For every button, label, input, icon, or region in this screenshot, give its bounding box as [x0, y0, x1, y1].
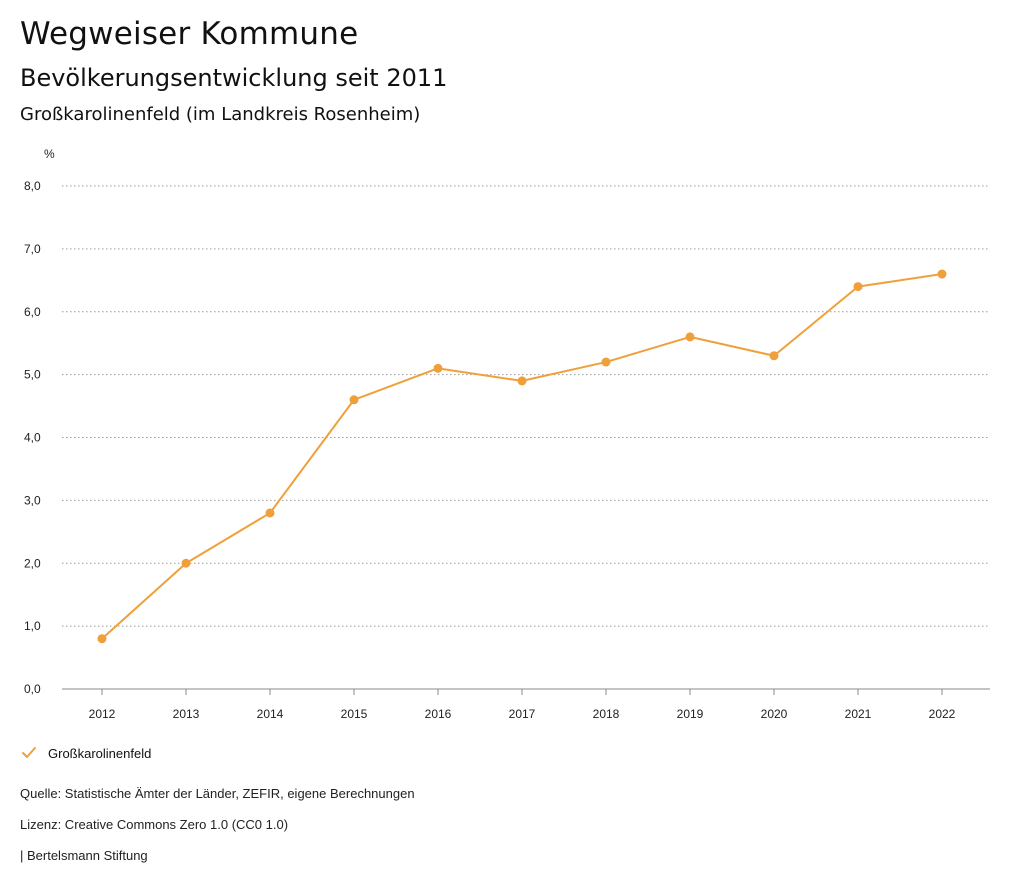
- data-point[interactable]: [685, 332, 695, 342]
- x-tick-label: 2020: [761, 707, 788, 721]
- data-point[interactable]: [97, 634, 107, 644]
- data-point[interactable]: [601, 357, 611, 367]
- chart-subtitle: Bevölkerungsentwicklung seit 2011: [20, 64, 448, 92]
- data-point[interactable]: [181, 558, 191, 568]
- organization-note: | Bertelsmann Stiftung: [20, 848, 148, 863]
- legend-label: Großkarolinenfeld: [48, 745, 152, 761]
- x-tick-label: 2019: [677, 707, 704, 721]
- data-point[interactable]: [349, 395, 359, 405]
- x-tick-label: 2015: [341, 707, 368, 721]
- series-line: [101, 273, 943, 640]
- y-tick-label: 6,0: [24, 305, 41, 319]
- x-tick-label: 2021: [845, 707, 872, 721]
- data-point[interactable]: [769, 351, 779, 361]
- grid-lines: [62, 185, 990, 690]
- data-point[interactable]: [517, 376, 527, 386]
- x-tick-label: 2012: [89, 707, 116, 721]
- check-icon: [22, 747, 36, 758]
- line-chart: 0,0 1,0 2,0 3,0 4,0 5,0 6,0 7,0 8,0 2012 2013 2014…: [24, 147, 990, 721]
- x-tick-label: 2017: [509, 707, 536, 721]
- x-tick-label: 2014: [257, 707, 284, 721]
- y-axis-label: %: [44, 147, 55, 161]
- y-tick-label: 2,0: [24, 556, 41, 570]
- series-layer: [97, 269, 947, 644]
- source-note: Quelle: Statistische Ämter der Länder, Z…: [20, 786, 415, 801]
- y-tick-label: 4,0: [24, 431, 41, 445]
- x-tick-label: 2022: [929, 707, 956, 721]
- x-tick-label: 2013: [173, 707, 200, 721]
- data-point[interactable]: [853, 282, 863, 292]
- data-point[interactable]: [937, 269, 947, 279]
- y-tick-label: 3,0: [24, 493, 41, 507]
- x-tick-label: 2016: [425, 707, 452, 721]
- y-tick-label: 0,0: [24, 682, 41, 696]
- license-note: Lizenz: Creative Commons Zero 1.0 (CC0 1…: [20, 817, 289, 832]
- y-tick-label: 1,0: [24, 619, 41, 633]
- y-tick-label: 5,0: [24, 368, 41, 382]
- x-axis: 2012 2013 2014 2015 2016 2017 2018 2019 2020 2021…: [89, 689, 956, 721]
- x-tick-label: 2018: [593, 707, 620, 721]
- legend[interactable]: Großkarolinenfeld: [20, 744, 151, 762]
- region-label: Großkarolinenfeld (im Landkreis Rosenhei…: [20, 104, 421, 125]
- data-point[interactable]: [433, 363, 443, 373]
- y-tick-label: 7,0: [24, 242, 41, 256]
- data-point[interactable]: [265, 508, 275, 518]
- chart-title: Wegweiser Kommune: [20, 16, 359, 52]
- y-axis-ticks: 0,0 1,0 2,0 3,0 4,0 5,0 6,0 7,0 8,0: [24, 179, 41, 696]
- y-tick-label: 8,0: [24, 179, 41, 193]
